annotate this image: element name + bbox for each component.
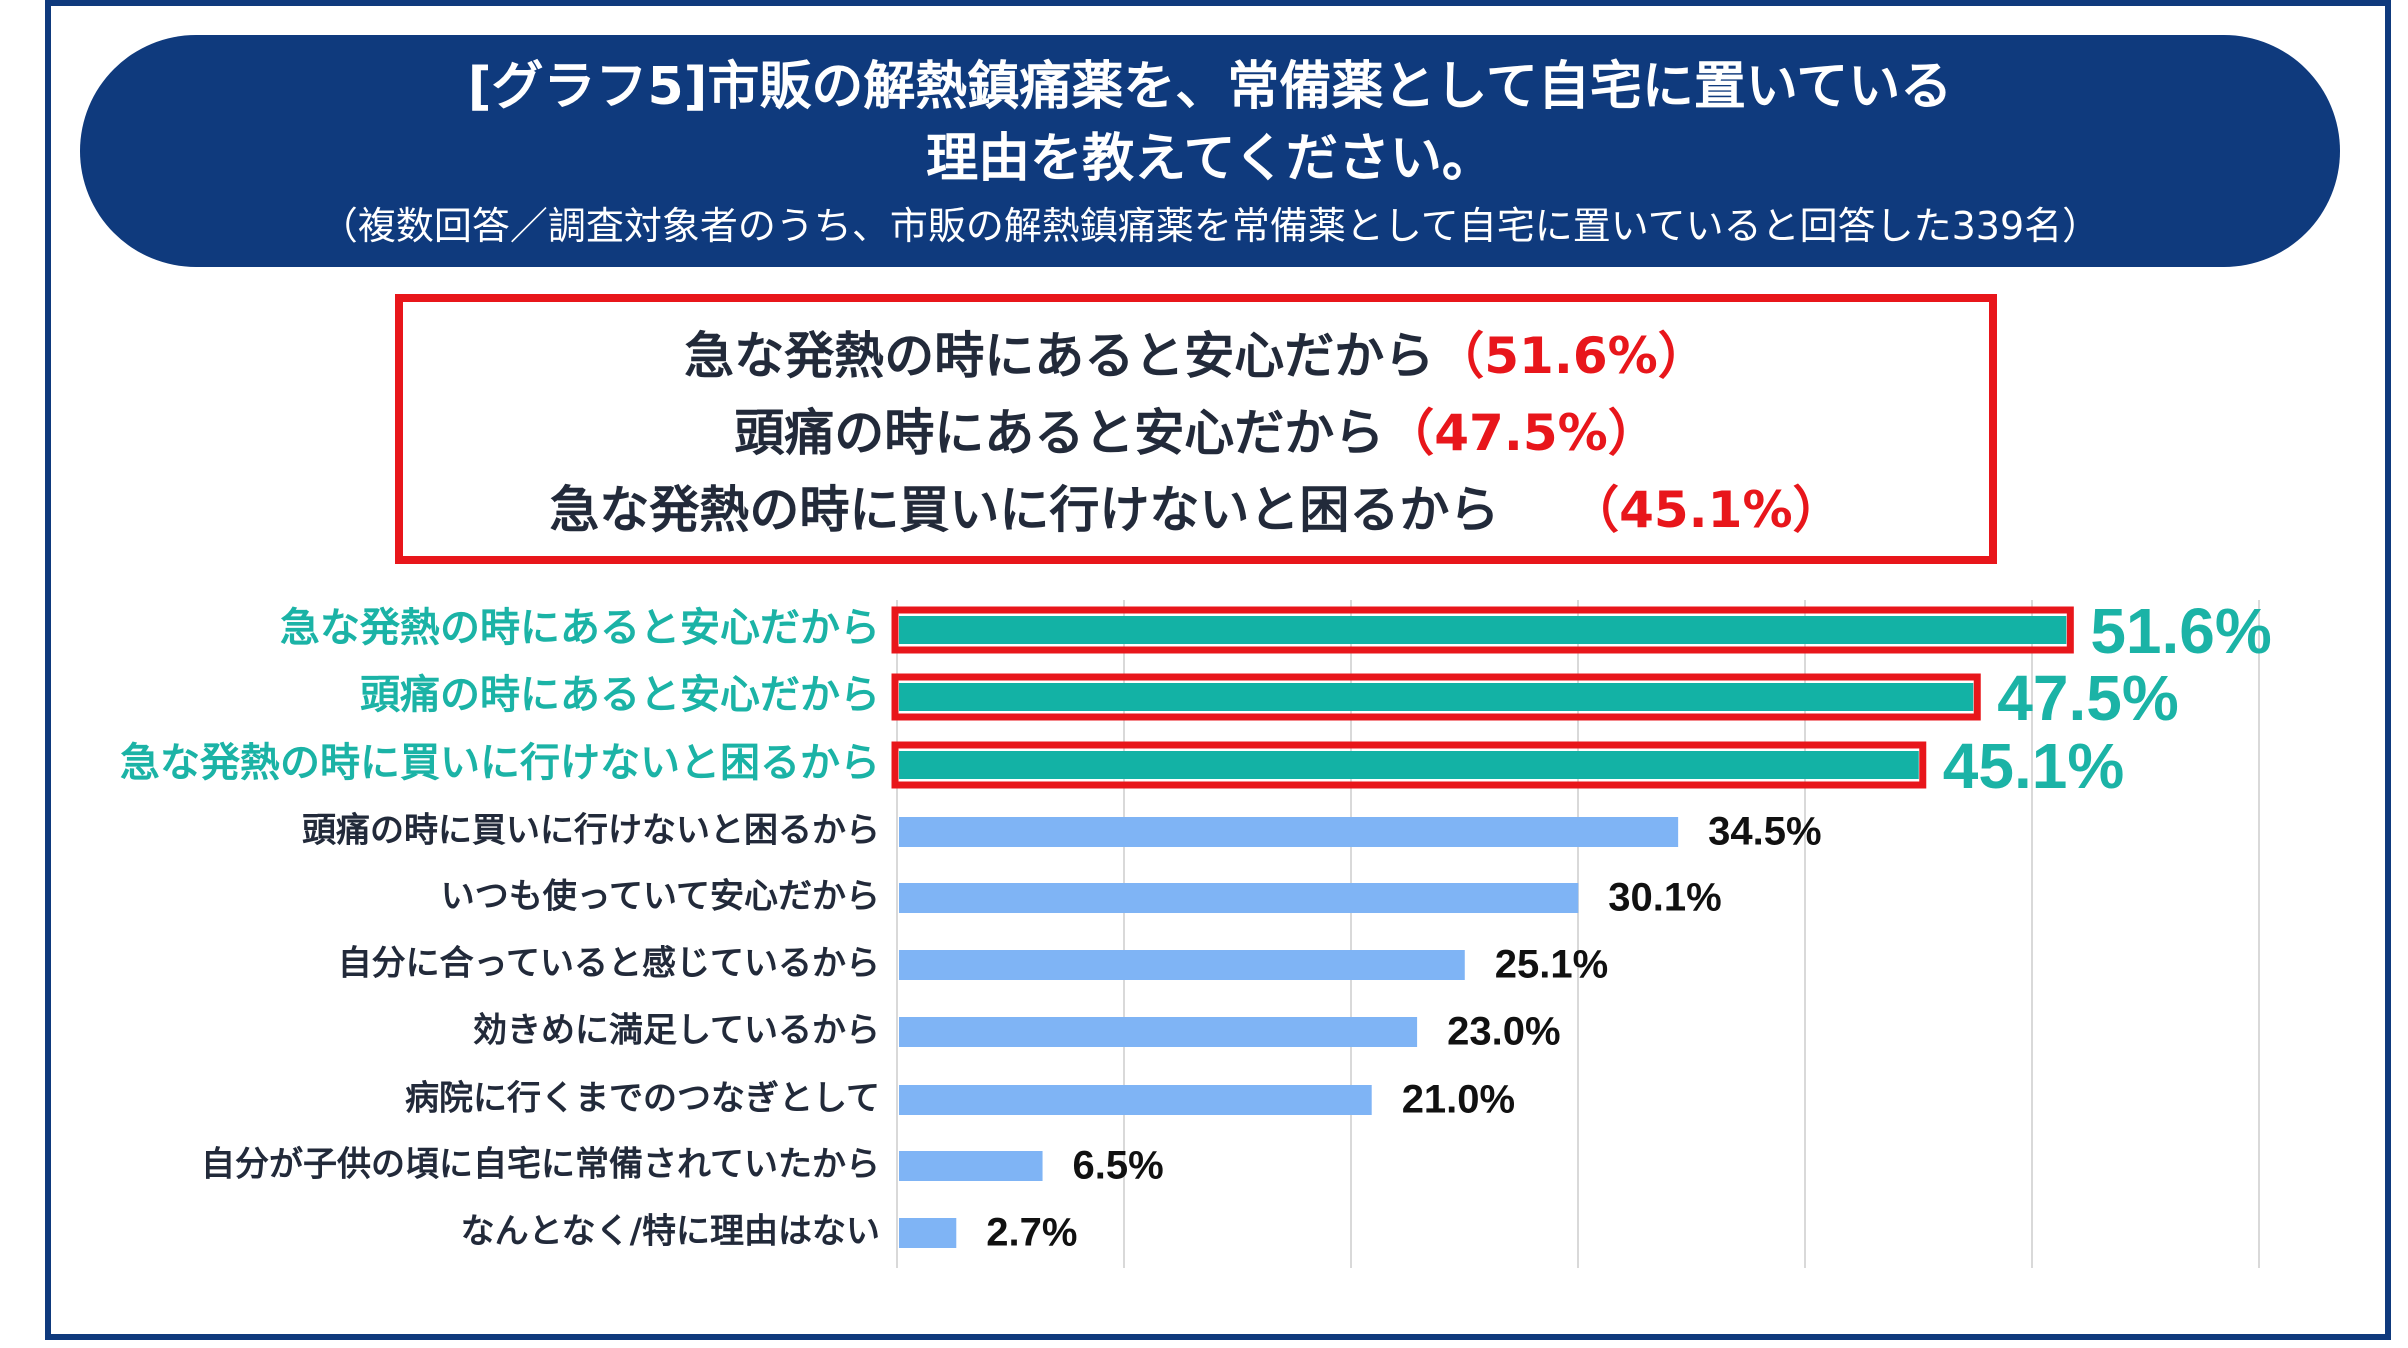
bar-highlight-outline: [891, 741, 1927, 789]
bar-highlight-outline: [891, 606, 2074, 654]
bar: [899, 1151, 1043, 1181]
top3-summary-box: 急な発熱の時にあると安心だから（51.6%） 頭痛の時にあると安心だから（47.…: [395, 294, 1997, 564]
bar: [899, 1085, 1372, 1115]
value-label: 45.1%: [1943, 730, 2124, 802]
category-label: 自分が子供の頃に自宅に常備されていたから: [201, 1145, 880, 1185]
bar-highlight-outline: [891, 673, 1981, 721]
value-label: 47.5%: [1997, 662, 2178, 734]
category-label: 頭痛の時に買いに行けないと困るから: [302, 811, 880, 851]
chart-title-line2: 理由を教えてください。: [926, 129, 1494, 189]
value-label: 25.1%: [1495, 943, 1608, 987]
bar: [899, 683, 1974, 711]
category-label: なんとなく/特に理由はない: [461, 1212, 880, 1252]
bar: [899, 817, 1679, 847]
summary-label: 急な発熱の時にあると安心だから: [684, 327, 1435, 385]
bar: [899, 751, 1919, 779]
category-label: 急な発熱の時にあると安心だから: [280, 605, 880, 651]
category-label: 急な発熱の時に買いに行けないと困るから: [120, 740, 880, 786]
summary-percent: （51.6%）: [1434, 327, 1708, 385]
bar: [899, 883, 1579, 913]
bar: [899, 616, 2067, 644]
value-label: 51.6%: [2090, 595, 2271, 667]
summary-label: 頭痛の時にあると安心だから: [734, 404, 1385, 462]
category-label: いつも使っていて安心だから: [441, 877, 880, 917]
value-label: 23.0%: [1447, 1010, 1560, 1054]
value-label: 30.1%: [1608, 876, 1721, 920]
summary-line: 急な発熱の時にあると安心だから（51.6%）: [403, 324, 1989, 388]
bar: [899, 1218, 957, 1248]
category-label: 頭痛の時にあると安心だから: [360, 672, 880, 718]
category-label: 効きめに満足しているから: [473, 1011, 880, 1051]
summary-line: 急な発熱の時に買いに行けないと困るから （45.1%）: [403, 478, 1989, 542]
chart-subtitle: （複数回答／調査対象者のうち、市販の解熱鎮痛薬を常備薬として自宅に置いていると回…: [319, 204, 2101, 248]
value-label: 21.0%: [1402, 1078, 1515, 1122]
category-label: 自分に合っていると感じているから: [338, 944, 880, 984]
summary-line: 頭痛の時にあると安心だから（47.5%）: [403, 401, 1989, 465]
bar: [899, 1017, 1418, 1047]
title-banner: [グラフ5]市販の解熱鎮痛薬を、常備薬として自宅に置いている 理由を教えてくださ…: [80, 35, 2340, 267]
chart-title-line1: [グラフ5]市販の解熱鎮痛薬を、常備薬として自宅に置いている: [467, 57, 1953, 117]
bar: [899, 950, 1465, 980]
value-label: 34.5%: [1708, 810, 1821, 854]
value-label: 2.7%: [986, 1211, 1077, 1255]
value-label: 6.5%: [1073, 1144, 1164, 1188]
category-label: 病院に行くまでのつなぎとして: [405, 1079, 880, 1119]
summary-percent: （47.5%）: [1384, 404, 1658, 462]
summary-label: 急な発熱の時に買いに行けないと困るから: [549, 481, 1500, 539]
outer-frame: [45, 0, 2391, 1340]
summary-percent: （45.1%）: [1569, 481, 1843, 539]
